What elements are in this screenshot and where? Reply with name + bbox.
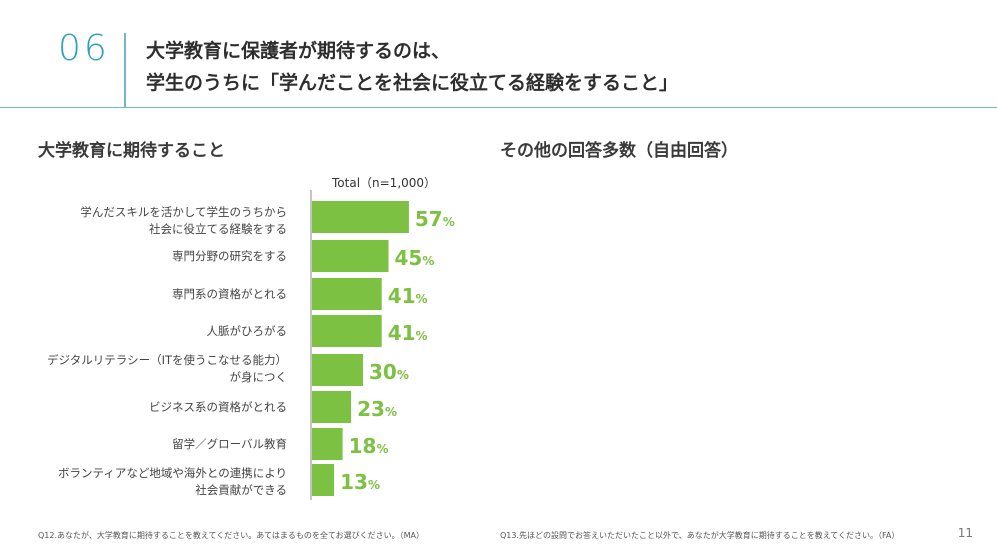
answer-bubble: “これからは、なんでもITが生活に最も必要になってくるので、IT関係のノウハウの…	[500, 283, 630, 401]
category-label-line: ビジネス系の資格がとれる	[149, 400, 287, 414]
category-label-line: 専門系の資格がとれる	[172, 287, 287, 301]
data-label-unit: %	[416, 292, 428, 306]
data-label: 41%	[388, 321, 428, 345]
category-label: 専門系の資格がとれる	[172, 286, 287, 303]
category-label: 専門分野の研究をする	[172, 248, 287, 265]
bar	[312, 354, 363, 386]
free-answer-title: その他の回答多数（自由回答）	[500, 141, 738, 161]
data-label-unit: %	[368, 478, 380, 492]
headline-line-2: 学生のうちに「学んだことを社会に役立てる経験をすること」	[146, 72, 679, 94]
bar	[312, 315, 382, 347]
data-label: 23%	[357, 397, 397, 421]
category-label: ビジネス系の資格がとれる	[149, 399, 287, 416]
answer-bubble: “興味が無かった分野に関しても、触れられる機会を作ってもらい、多くの事を経験させ…	[500, 174, 630, 272]
data-label-unit: %	[397, 368, 409, 382]
category-label-line: 留学／グローバル教育	[172, 437, 287, 451]
bar	[312, 428, 343, 460]
data-label: 13%	[340, 470, 380, 494]
data-label-unit: %	[376, 442, 388, 456]
data-label: 30%	[369, 360, 409, 384]
category-label: ボランティアなど地域や海外との連携により社会貢献ができる	[58, 465, 287, 499]
bar	[312, 464, 335, 496]
answer-bubble: “本人の興味ある分野を学ぶことで社会人になってから必要となる様々な技術（問題解決…	[820, 269, 964, 402]
answer-bubble: “課題に対する取り組み方を学ぶこと。現状の大学教育では、社会で直接生かせるスキル…	[660, 174, 804, 416]
bar	[312, 391, 352, 423]
category-label: 学んだスキルを活かして学生のうちから社会に役立てる経験をする	[80, 204, 287, 238]
category-label-line: デジタルリテラシー（ITを使うこなせる能力）	[47, 353, 287, 367]
answer-bubble: “学生一人ひとりに合わせた将来のキャリアプランの相談体制”	[500, 414, 630, 498]
category-label: 人脈がひろがる	[207, 323, 288, 340]
bar	[312, 278, 382, 310]
header: 06 大学教育に保護者が期待するのは、 学生のうちに「学んだことを社会に役立てる…	[0, 0, 997, 108]
category-label-line: 社会に役立てる経験をする	[149, 222, 287, 236]
category-label: 留学／グローバル教育	[172, 436, 287, 453]
data-label-unit: %	[443, 215, 455, 229]
chart-subtitle: Total（n=1,000）	[332, 176, 437, 190]
category-label-line: 専門分野の研究をする	[172, 249, 287, 263]
chart-footnote: Q12.あなたが、大学教育に期待することを教えてください。あてはまるものを全てお…	[38, 531, 425, 540]
answer-bubble: “社会に出たときに通用する人間になるよう学習面だけでなく、人としで育ててほしい”	[820, 410, 964, 500]
data-label: 45%	[395, 246, 435, 270]
bar	[312, 201, 409, 233]
data-label-unit: %	[385, 405, 397, 419]
data-label: 41%	[388, 284, 428, 308]
headline-line-1: 大学教育に保護者が期待するのは、	[146, 40, 451, 62]
answer-bubble: “いろいろな人と議論して、自分の意見をきちんと正しく伝える能力を養成する”	[820, 168, 964, 264]
free-answer-footnote: Q13.先ほどの設問でお答えいただいたこと以外で、あなたが大学教育に期待すること…	[500, 531, 900, 540]
data-label-unit: %	[416, 329, 428, 343]
header-divider	[124, 33, 126, 108]
bar	[312, 240, 389, 272]
data-label: 18%	[349, 434, 389, 458]
section-number: 06	[58, 28, 110, 69]
category-label: デジタルリテラシー（ITを使うこなせる能力） が身につく	[47, 352, 287, 386]
category-label-line: 人脈がひろがる	[206, 324, 288, 338]
category-label-line: 学んだスキルを活かして学生のうちから	[80, 205, 287, 219]
category-label-line: 社会貢献ができる	[195, 483, 287, 497]
answer-bubble: “情報化社会に役立てて欲しい”	[660, 430, 804, 496]
page-number: 11	[957, 526, 973, 540]
category-label-line: が身につく	[229, 370, 288, 384]
data-label: 57%	[415, 207, 455, 231]
bar-chart: 57% 45% 41% 41% 30% 23% 18% 13%	[310, 190, 455, 500]
chart-title: 大学教育に期待すること	[38, 141, 225, 161]
category-label-line: ボランティアなど地域や海外との連携により	[58, 466, 287, 480]
data-label-unit: %	[422, 254, 434, 268]
